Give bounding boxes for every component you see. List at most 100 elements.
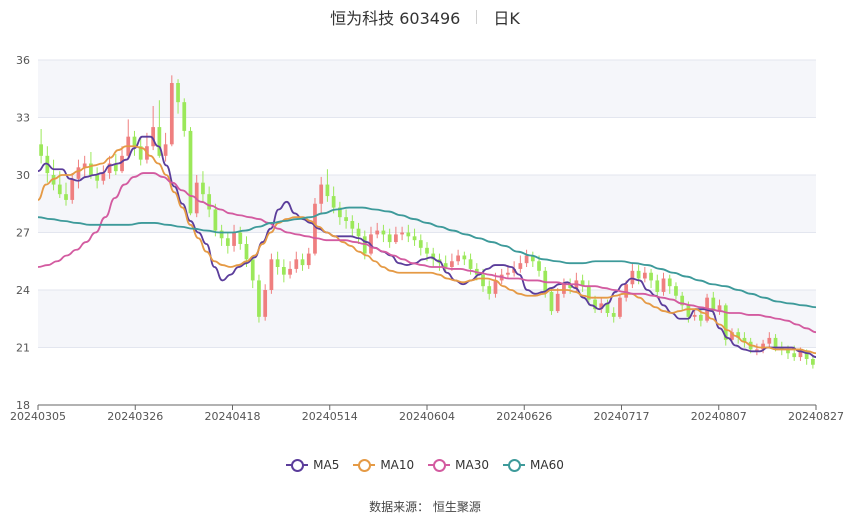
candle-body xyxy=(642,272,647,279)
legend-label: MA60 xyxy=(530,458,564,472)
candle-body xyxy=(711,297,716,312)
candle-body xyxy=(630,270,635,285)
candle-body xyxy=(692,314,697,317)
candle-body xyxy=(605,303,610,313)
x-tick-label: 20240717 xyxy=(594,410,650,423)
legend-item-ma30[interactable]: MA30 xyxy=(428,458,489,472)
candle-body xyxy=(157,127,162,156)
candle-body xyxy=(686,305,691,317)
candle-body xyxy=(512,268,517,273)
candle-body xyxy=(462,255,467,260)
candle-body xyxy=(107,163,112,174)
y-tick-label: 36 xyxy=(16,54,30,67)
series-line-ma10 xyxy=(37,145,817,355)
data-source: 数据来源： 恒生聚源 xyxy=(369,500,481,514)
candle-body xyxy=(767,337,772,344)
candle-body xyxy=(730,332,734,340)
period-label: 日K xyxy=(493,9,520,28)
candle-body xyxy=(773,337,778,348)
y-tick-label: 33 xyxy=(16,112,30,125)
legend-item-ma10[interactable]: MA10 xyxy=(353,458,414,472)
candle-body xyxy=(530,255,535,262)
candle-body xyxy=(381,230,386,235)
legend-item-ma60[interactable]: MA60 xyxy=(503,458,564,472)
chart-header: 恒为科技 603496 日K xyxy=(0,4,850,30)
y-tick-label: 30 xyxy=(16,169,30,182)
x-tick-label: 20240807 xyxy=(691,410,747,423)
candle-body xyxy=(138,146,143,160)
chart-legend: MA5 MA10 MA30 MA60 xyxy=(0,458,850,472)
candle-body xyxy=(356,228,361,237)
candle-body xyxy=(680,295,685,306)
candle-body xyxy=(779,347,784,350)
candle-body xyxy=(306,253,311,266)
candle-body xyxy=(57,184,62,195)
candle-body xyxy=(649,272,653,281)
series-line-ma30 xyxy=(37,172,817,334)
candle-body xyxy=(176,83,180,103)
candle-body xyxy=(804,351,809,359)
candle-body xyxy=(400,232,404,235)
candle-body xyxy=(375,230,380,235)
candle-body xyxy=(70,178,75,200)
grid-band xyxy=(38,60,816,118)
candle-body xyxy=(761,343,765,350)
legend-marker-icon xyxy=(286,459,309,472)
candle-body xyxy=(624,284,629,298)
candle-body xyxy=(362,236,367,254)
candle-body xyxy=(219,230,224,239)
candle-body xyxy=(586,286,591,300)
candle-body xyxy=(319,184,324,204)
candle-body xyxy=(655,280,660,292)
candle-body xyxy=(549,291,554,312)
candle-body xyxy=(250,259,255,281)
x-tick-label: 20240626 xyxy=(496,410,552,423)
candle-body xyxy=(618,297,622,317)
candle-body xyxy=(450,261,454,267)
y-tick-label: 27 xyxy=(16,227,30,240)
candle-body xyxy=(506,272,510,275)
legend-label: MA10 xyxy=(380,458,415,472)
candle-body xyxy=(281,267,286,275)
candle-body xyxy=(736,332,741,338)
candle-body xyxy=(555,293,560,312)
candle-body xyxy=(792,353,797,358)
y-tick-label: 18 xyxy=(16,399,30,412)
candle-body xyxy=(113,163,118,172)
candle-body xyxy=(717,305,722,312)
candle-body xyxy=(412,236,417,241)
candle-body xyxy=(562,284,566,294)
candle-body xyxy=(163,144,168,156)
grid-band xyxy=(38,175,816,233)
legend-item-ma5[interactable]: MA5 xyxy=(286,458,339,472)
candle-body xyxy=(294,259,299,269)
candle-body xyxy=(580,280,585,287)
candle-body xyxy=(487,286,492,294)
candle-body xyxy=(742,337,747,342)
candle-body xyxy=(798,351,803,358)
candle-body xyxy=(275,259,280,267)
candle-body xyxy=(64,194,68,200)
candle-body xyxy=(337,207,342,218)
candle-body xyxy=(182,102,187,131)
candle-body xyxy=(387,234,392,243)
x-tick-label: 20240418 xyxy=(205,410,261,423)
candle-body xyxy=(481,274,485,287)
candle-body xyxy=(244,244,249,260)
candle-body xyxy=(188,130,193,214)
candle-body xyxy=(76,167,81,179)
candle-body xyxy=(636,270,641,279)
y-tick-label: 24 xyxy=(16,284,30,297)
x-tick-label: 20240604 xyxy=(399,410,455,423)
candle-body xyxy=(238,232,243,244)
candle-body xyxy=(661,278,666,292)
legend-marker-icon xyxy=(353,459,376,472)
candle-body xyxy=(325,184,330,197)
candle-body xyxy=(406,232,411,237)
series-line-ma60 xyxy=(37,206,817,309)
candle-body xyxy=(786,349,790,354)
candle-body xyxy=(331,196,336,208)
candle-body xyxy=(132,136,137,147)
legend-label: MA30 xyxy=(455,458,490,472)
